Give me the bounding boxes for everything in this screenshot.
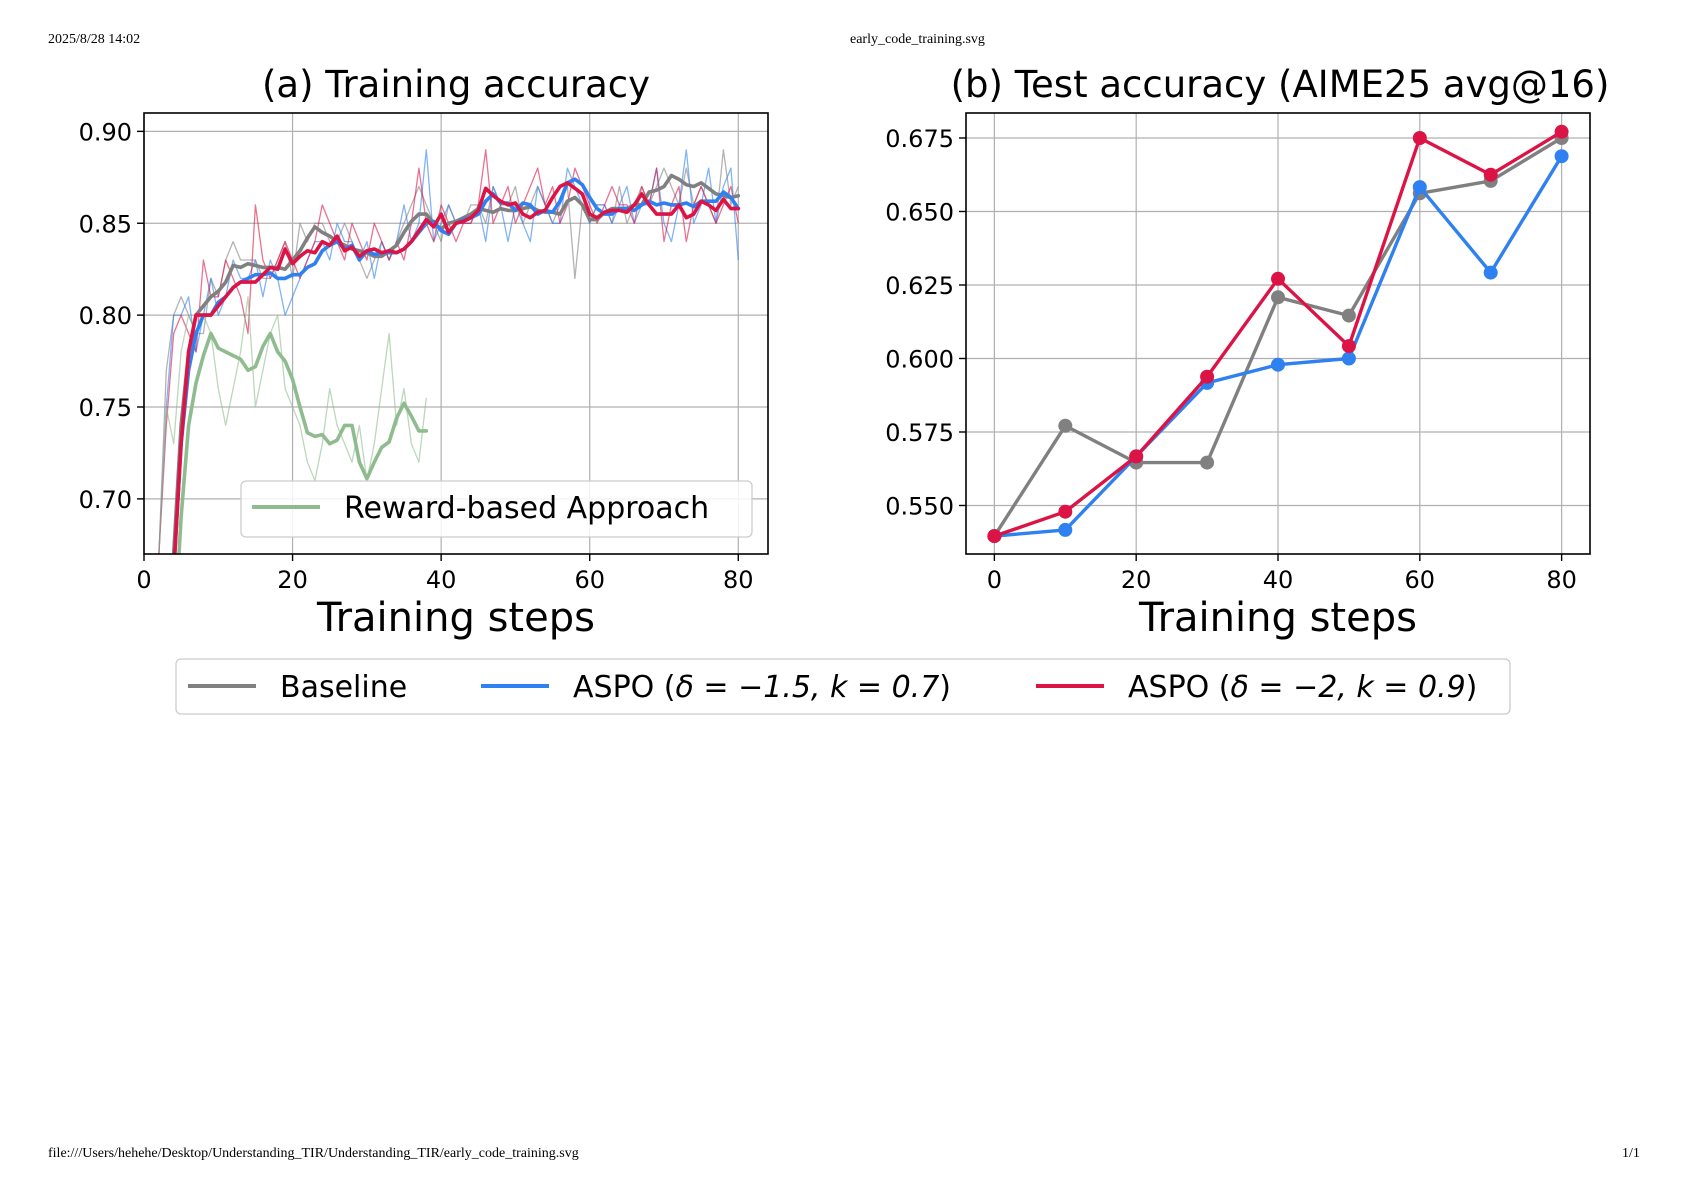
aspo-2-k-0-9-test-point: [1554, 124, 1569, 139]
test-accuracy-y-tick-label: 0.550: [885, 492, 954, 520]
aspo-b-label-math: δ = −2, k = 0.9: [1231, 670, 1466, 705]
aspo-2-k-0-9-test-point: [1412, 131, 1427, 145]
training-accuracy-title: (a) Training accuracy: [262, 63, 650, 106]
test-accuracy-x-tick-label: 60: [1405, 566, 1436, 594]
training-accuracy-x-tick-label: 60: [574, 566, 605, 594]
aspo-2-k-0-9-test-point: [1058, 504, 1073, 519]
print-timestamp: 2025/8/28 14:02: [48, 32, 141, 47]
test-accuracy-grid: [966, 113, 1590, 554]
test-accuracy-x-tick-label: 0: [987, 566, 1002, 594]
reward-legend-label: Reward-based Approach: [344, 491, 709, 526]
training-accuracy-legend: Reward-based Approach: [240, 480, 753, 538]
training-accuracy-y-tick-label: 0.85: [79, 210, 132, 238]
test-accuracy-panel: (b) Test accuracy (AIME25 avg@16) 0 20 40 6…: [885, 63, 1609, 641]
print-file-url: file:///Users/hehehe/Desktop/Understandi…: [48, 1146, 579, 1161]
test-accuracy-title: (b) Test accuracy (AIME25 avg@16): [951, 63, 1610, 106]
aspo-b-label-prefix: ASPO (: [1128, 670, 1231, 705]
aspo-b-label-suffix: ): [1466, 670, 1478, 705]
training-accuracy-legend-box: [240, 480, 753, 538]
training-accuracy-y-tick-label: 0.90: [79, 118, 132, 146]
test-accuracy-y-tick-label: 0.675: [885, 125, 954, 153]
baseline-test-point: [1271, 290, 1285, 305]
aspo-1-5-k-0-7-smoothed-line: [172, 177, 741, 554]
test-accuracy-y-tick-label: 0.650: [885, 198, 954, 226]
training-accuracy-axes-frame: [143, 112, 769, 555]
aspo-2-k-0-9-test-point: [1483, 167, 1498, 182]
baseline-test-point: [1200, 455, 1215, 470]
reward-based-approach-smoothed-line: [177, 331, 429, 554]
baseline-test-point: [1341, 308, 1356, 323]
aspo-a-label-prefix: ASPO (: [573, 670, 676, 705]
aspo-1-5-k-0-7-test-point: [1554, 149, 1569, 164]
training-accuracy-panel: (a) Training accuracy 0 20 40 60 800.700.750…: [79, 63, 769, 641]
test-accuracy-y-tick-label: 0.600: [885, 345, 954, 373]
test-accuracy-x-tick-label: 20: [1121, 566, 1152, 594]
aspo-2-k-0-9-test-point: [1341, 339, 1356, 354]
aspo-1-5-k-0-7-test-point: [1058, 522, 1073, 537]
training-accuracy-y-tick-label: 0.70: [79, 486, 132, 514]
training-accuracy-x-tick-label: 20: [277, 566, 308, 594]
test-accuracy-x-tick-label: 80: [1546, 566, 1577, 594]
training-accuracy-x-tick-label: 80: [723, 566, 754, 594]
aspo-a-label-math: δ = −1.5, k = 0.7: [676, 670, 940, 705]
print-page-number: 1/1: [1622, 1146, 1640, 1161]
training-accuracy-y-tick-label: 0.75: [79, 394, 132, 422]
shared-legend-box: [175, 658, 1511, 715]
training-accuracy-x-tick-label: 0: [136, 566, 151, 594]
aspo-1-5-k-0-7-test-point: [1341, 351, 1356, 366]
training-accuracy-y-tick-label: 0.80: [79, 302, 132, 330]
baseline-test-point: [1058, 418, 1073, 433]
training-accuracy-x-tick-label: 40: [426, 566, 457, 594]
aspo-2-k-0-9-test-point: [1129, 449, 1144, 464]
training-accuracy-ticks: 0 20 40 60 80 0.70 0.75 0.80 0.85 0.90: [79, 118, 754, 594]
aspo-2-k-0-9-smoothed-line: [172, 181, 741, 554]
aspo-2-k-0-9-test-point: [1200, 369, 1215, 384]
aspo-2-k-0-9-test-point: [987, 529, 1002, 544]
aspo-1-5-k-0-7-test-point: [1483, 265, 1498, 280]
test-accuracy-xlabel: Training steps: [1138, 595, 1417, 641]
print-filename: early_code_training.svg: [850, 32, 985, 47]
test-accuracy-x-tick-label: 40: [1263, 566, 1294, 594]
aspo-b-legend-label: ASPO (δ = −2, k = 0.9): [1128, 670, 1477, 705]
test-accuracy-y-tick-label: 0.625: [885, 272, 954, 300]
shared-legend: Baseline ASPO (δ = −1.5, k = 0.7) ASPO (…: [175, 658, 1511, 715]
aspo-a-legend-label: ASPO (δ = −1.5, k = 0.7): [573, 670, 951, 705]
training-accuracy-xlabel: Training steps: [316, 595, 595, 641]
aspo-2-k-0-9-test-point: [1271, 271, 1285, 286]
training-accuracy-plot-area: [158, 149, 741, 554]
aspo-1-5-k-0-7-test-point: [1271, 357, 1285, 372]
test-accuracy-y-tick-label: 0.575: [885, 419, 954, 447]
aspo-1-5-k-0-7-test-point: [1412, 180, 1427, 195]
test-accuracy-ticks: 0 20 40 60 80 0.550 0.575 0.600 0.625 0.650 0.675: [885, 125, 1577, 594]
baseline-legend-label: Baseline: [280, 670, 407, 705]
test-accuracy-plot-area: [987, 124, 1569, 544]
aspo-a-label-suffix: ): [939, 670, 951, 705]
